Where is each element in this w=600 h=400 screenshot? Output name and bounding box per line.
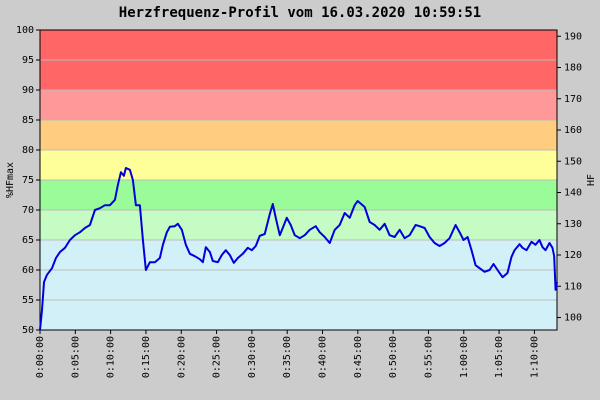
y2-tick-label: 130 xyxy=(564,219,582,230)
x-tick-label: 0:15:00 xyxy=(141,336,152,378)
zone-band xyxy=(40,210,557,240)
zone-band xyxy=(40,90,557,120)
y-tick-label: 80 xyxy=(22,145,34,156)
y2-tick-label: 170 xyxy=(564,94,582,105)
y2-tick-label: 190 xyxy=(564,31,582,42)
x-tick-label: 0:00:00 xyxy=(35,336,46,378)
x-tick-label: 1:05:00 xyxy=(494,336,505,378)
x-tick-label: 0:20:00 xyxy=(176,336,187,378)
x-tick-label: 0:50:00 xyxy=(388,336,399,378)
zone-band xyxy=(40,240,557,330)
x-tick-label: 1:10:00 xyxy=(529,336,540,378)
y2-tick-label: 120 xyxy=(564,250,582,261)
x-tick-label: 0:45:00 xyxy=(353,336,364,378)
y-tick-label: 70 xyxy=(22,205,34,216)
y2-tick-label: 180 xyxy=(564,63,582,74)
chart-title: Herzfrequenz-Profil vom 16.03.2020 10:59… xyxy=(119,5,481,21)
y-tick-label: 95 xyxy=(22,55,34,66)
y-tick-label: 85 xyxy=(22,115,34,126)
x-tick-label: 0:55:00 xyxy=(423,336,434,378)
x-tick-label: 0:10:00 xyxy=(106,336,117,378)
y-tick-label: 75 xyxy=(22,175,34,186)
y2-tick-label: 150 xyxy=(564,156,582,167)
y-tick-label: 50 xyxy=(22,325,34,336)
y2-tick-label: 140 xyxy=(564,188,582,199)
x-tick-label: 0:30:00 xyxy=(247,336,258,378)
y2-tick-label: 160 xyxy=(564,125,582,136)
x-tick-label: 0:25:00 xyxy=(212,336,223,378)
x-tick-label: 0:40:00 xyxy=(318,336,329,378)
y-tick-label: 100 xyxy=(16,25,34,36)
y-tick-label: 55 xyxy=(22,295,34,306)
x-tick-label: 0:35:00 xyxy=(282,336,293,378)
y-tick-label: 60 xyxy=(22,265,34,276)
zone-band xyxy=(40,150,557,180)
y-tick-label: 90 xyxy=(22,85,34,96)
y2-tick-label: 100 xyxy=(564,313,582,324)
y-tick-label: 65 xyxy=(22,235,34,246)
zone-band xyxy=(40,120,557,150)
zone-band xyxy=(40,180,557,210)
x-tick-label: 0:05:00 xyxy=(70,336,81,378)
x-tick-label: 1:00:00 xyxy=(459,336,470,378)
plot-frame xyxy=(39,29,558,331)
y2-axis-label: HF xyxy=(586,174,597,186)
y2-tick-label: 110 xyxy=(564,281,582,292)
hr-line xyxy=(39,167,558,331)
y-axis-label: %HFmax xyxy=(5,162,16,198)
